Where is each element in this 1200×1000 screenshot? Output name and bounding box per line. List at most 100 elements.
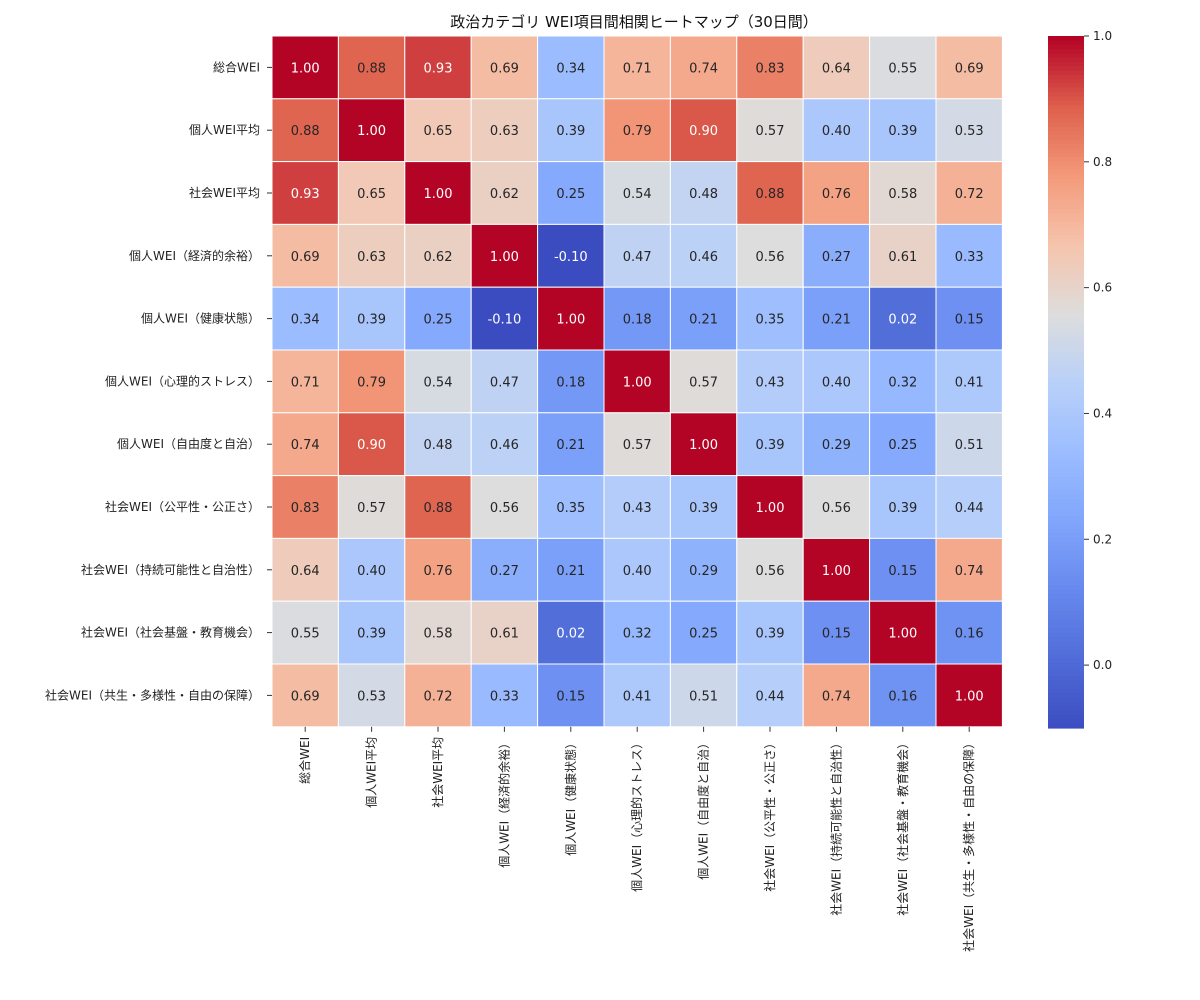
colorbar-gradient-step xyxy=(1048,615,1084,621)
heatmap-cell xyxy=(802,161,871,225)
colorbar-gradient-step xyxy=(1048,243,1084,249)
row-label: 社会WEI（持続可能性と自治性） xyxy=(81,562,260,577)
cell-value-label: 0.56 xyxy=(756,250,785,265)
column-label: 個人WEI平均 xyxy=(365,737,379,808)
heatmap-cell xyxy=(470,35,539,100)
cell-value-label: 0.65 xyxy=(424,124,453,139)
colorbar-gradient-step xyxy=(1048,351,1084,357)
colorbar-gradient-step xyxy=(1048,546,1084,552)
cell-value-label: 0.02 xyxy=(888,313,917,328)
cell-value-label: 0.88 xyxy=(357,61,386,76)
colorbar: 0.0 0.2 0.4 0.6 0.8 1.0 xyxy=(1048,29,1112,729)
colorbar-gradient-step xyxy=(1048,498,1084,504)
colorbar-gradient-step xyxy=(1048,369,1084,374)
colorbar-gradient-step xyxy=(1048,170,1084,175)
cell-value-label: 0.39 xyxy=(357,313,386,328)
row-label: 個人WEI（健康状態） xyxy=(141,311,260,326)
colorbar-gradient-step xyxy=(1048,83,1084,89)
heatmap-cell xyxy=(869,223,937,288)
cell-value-label: 0.64 xyxy=(291,564,320,579)
colorbar-gradient-step xyxy=(1048,157,1084,163)
colorbar-gradient-step xyxy=(1048,715,1084,720)
cell-value-label: 0.57 xyxy=(756,124,785,139)
heatmap-cell xyxy=(935,349,1003,414)
colorbar-gradient-step xyxy=(1048,624,1084,630)
colorbar-gradient-step xyxy=(1048,321,1084,327)
heatmap-cell xyxy=(470,223,539,288)
heatmap-cell xyxy=(271,349,339,414)
cell-value-label: 0.29 xyxy=(822,438,851,453)
cell-value-label: 0.21 xyxy=(689,313,718,328)
cell-value-label: 0.40 xyxy=(822,124,851,139)
column-label: 社会WEI（社会基盤・教育機会） xyxy=(895,737,910,916)
heatmap-cell xyxy=(736,35,804,100)
cell-value-label: 0.51 xyxy=(955,438,984,453)
row-label: 個人WEI平均 xyxy=(189,123,260,137)
cell-value-label: 0.64 xyxy=(822,61,851,76)
cell-value-label: 0.46 xyxy=(689,250,718,265)
colorbar-gradient-step xyxy=(1048,572,1084,578)
colorbar-gradient-step xyxy=(1048,399,1084,405)
colorbar-gradient-step xyxy=(1048,213,1084,219)
cell-value-label: 0.53 xyxy=(357,689,386,704)
cell-value-label: 0.79 xyxy=(357,375,386,390)
colorbar-gradient-step xyxy=(1048,325,1084,331)
cell-value-label: 0.34 xyxy=(556,61,585,76)
colorbar-gradient-step xyxy=(1048,291,1084,297)
heatmap-cell xyxy=(802,537,871,602)
column-label: 社会WEI（共生・多様性・自由の保障） xyxy=(961,737,976,952)
cell-value-label: 0.93 xyxy=(291,187,320,202)
colorbar-gradient-step xyxy=(1048,183,1084,188)
colorbar-gradient-step xyxy=(1048,234,1084,240)
cell-value-label: 0.47 xyxy=(623,250,652,265)
cell-value-label: 0.93 xyxy=(424,61,453,76)
heatmap-cell xyxy=(470,600,539,665)
cell-value-label: 0.46 xyxy=(490,438,519,453)
cell-value-label: 0.02 xyxy=(556,627,585,642)
column-label: 社会WEI（公平性・公正さ） xyxy=(762,737,777,892)
colorbar-gradient-step xyxy=(1048,511,1084,517)
colorbar-gradient-step xyxy=(1048,282,1084,288)
cell-value-label: 0.88 xyxy=(424,501,453,516)
cell-value-label: 0.40 xyxy=(623,564,652,579)
heatmap-cell xyxy=(669,98,738,163)
column-label: 社会WEI（持続可能性と自治性） xyxy=(828,737,843,916)
cell-value-label: 0.32 xyxy=(888,375,917,390)
colorbar-gradient-step xyxy=(1048,628,1084,634)
heatmap-cell xyxy=(404,98,472,163)
colorbar-gradient-step xyxy=(1048,191,1084,197)
colorbar-gradient-step xyxy=(1048,347,1084,353)
heatmap-cell xyxy=(337,663,406,728)
cell-value-label: 0.83 xyxy=(291,501,320,516)
row-label: 個人WEI（経済的余裕） xyxy=(129,248,260,263)
heatmap-cell xyxy=(470,537,539,602)
colorbar-gradient-step xyxy=(1048,53,1084,59)
colorbar-gradient-step xyxy=(1048,412,1084,418)
colorbar-gradient-step xyxy=(1048,503,1084,509)
row-label: 個人WEI（自由度と自治） xyxy=(117,436,260,451)
colorbar-gradient-step xyxy=(1048,221,1084,227)
colorbar-gradient-step xyxy=(1048,580,1084,586)
colorbar-tick-label: 0.2 xyxy=(1093,532,1112,546)
colorbar-gradient-step xyxy=(1048,451,1084,457)
colorbar-gradient-step xyxy=(1048,334,1084,340)
colorbar-gradient-step xyxy=(1048,416,1084,422)
cell-value-label: 0.15 xyxy=(888,564,917,579)
cell-value-label: 0.27 xyxy=(490,564,519,579)
heatmap-cell xyxy=(271,98,339,163)
colorbar-gradient-step xyxy=(1048,433,1084,439)
heatmap-cell xyxy=(470,475,539,539)
cell-value-label: 0.56 xyxy=(756,564,785,579)
heatmap-cell xyxy=(271,475,339,539)
row-label: 社会WEI（共生・多様性・自由の保障） xyxy=(45,687,260,702)
colorbar-gradient-step xyxy=(1048,680,1084,686)
heatmap-cell xyxy=(470,286,539,351)
colorbar-gradient-step xyxy=(1048,516,1084,521)
colorbar-gradient-step xyxy=(1048,567,1084,573)
colorbar-gradient-step xyxy=(1048,593,1084,599)
column-label: 個人WEI（健康状態） xyxy=(563,737,578,856)
colorbar-gradient-step xyxy=(1048,606,1084,612)
cell-value-label: 0.41 xyxy=(955,375,984,390)
heatmap-cell xyxy=(470,412,539,477)
